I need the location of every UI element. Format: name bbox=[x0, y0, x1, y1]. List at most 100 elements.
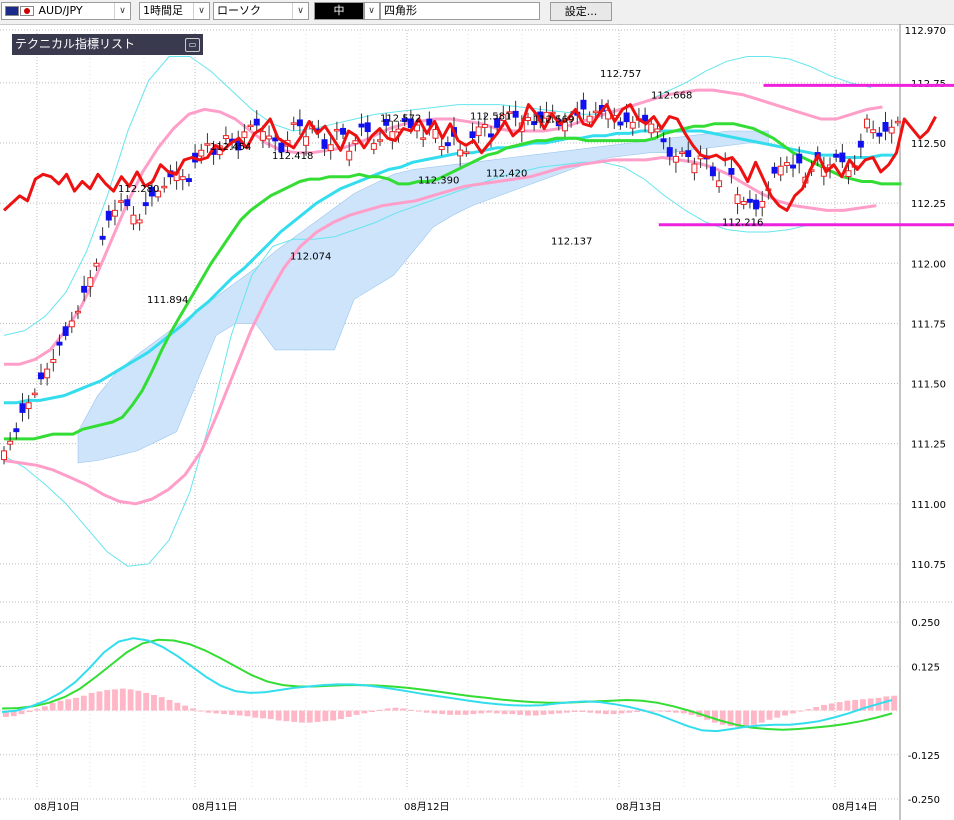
candle-up bbox=[247, 124, 254, 128]
candle-down bbox=[185, 178, 192, 183]
candle-up bbox=[870, 129, 877, 134]
macd-histogram-bar bbox=[431, 710, 438, 714]
price-annotation: 112.668 bbox=[651, 91, 692, 102]
macd-histogram-bar bbox=[330, 710, 337, 721]
macd-histogram-bar bbox=[610, 710, 617, 715]
macd-histogram-bar bbox=[228, 710, 235, 715]
macd-histogram-bar bbox=[189, 708, 196, 711]
candle-down bbox=[253, 118, 260, 126]
y-tick-label: 112.00 bbox=[911, 259, 946, 270]
symbol-select[interactable]: AUD/JPY ∨ bbox=[1, 2, 131, 20]
x-tick-label: 08月10日 bbox=[34, 801, 79, 813]
macd-histogram-bar bbox=[571, 710, 578, 712]
candle-down bbox=[364, 122, 371, 133]
chart-style-select[interactable]: ローソク ∨ bbox=[213, 2, 309, 20]
macd-histogram-bar bbox=[727, 710, 734, 727]
macd-histogram-bar bbox=[73, 697, 79, 711]
macd-histogram-bar bbox=[462, 710, 469, 715]
candle-up bbox=[198, 149, 205, 157]
macd-histogram-bar bbox=[127, 689, 134, 711]
candle-up bbox=[457, 149, 464, 157]
macd-histogram-bar bbox=[704, 710, 711, 720]
price-annotation: 111.894 bbox=[147, 295, 188, 306]
price-annotation: 112.216 bbox=[722, 217, 763, 228]
candle-up bbox=[759, 200, 766, 208]
macd-histogram-bar bbox=[376, 709, 383, 711]
price-annotation: 112.454 bbox=[210, 142, 251, 153]
drawing-shape-field[interactable]: 四角形 bbox=[380, 2, 540, 20]
macd-histogram-bar bbox=[602, 710, 609, 715]
macd-histogram-bar bbox=[852, 699, 859, 711]
price-annotation: 112.572 bbox=[380, 114, 421, 125]
price-annotation: 112.757 bbox=[600, 69, 641, 80]
macd-histogram-bar bbox=[213, 710, 220, 714]
macd-histogram-bar bbox=[322, 710, 329, 722]
chevron-down-icon: ∨ bbox=[292, 3, 308, 19]
macd-histogram-bar bbox=[135, 690, 142, 711]
candle-up bbox=[586, 115, 593, 123]
japan-flag-icon bbox=[20, 6, 34, 16]
candle-down bbox=[833, 153, 840, 158]
macd-histogram-bar bbox=[291, 710, 298, 722]
macd-histogram-bar bbox=[501, 710, 508, 715]
candle-down bbox=[746, 198, 753, 203]
candle-down bbox=[876, 132, 883, 137]
candle-down bbox=[142, 202, 149, 207]
macd-histogram-bar bbox=[493, 710, 500, 714]
candle-up bbox=[888, 126, 895, 134]
line-width-select[interactable]: 中 bbox=[314, 2, 364, 20]
macd-histogram-bar bbox=[151, 695, 157, 711]
technical-indicator-list-panel[interactable]: テクニカル指標リスト ▭ bbox=[12, 34, 203, 55]
candle-up bbox=[130, 214, 137, 225]
line-width-dropdown-button[interactable]: ∨ bbox=[364, 2, 380, 20]
macd-histogram-bar bbox=[174, 702, 181, 711]
price-annotation: 112.418 bbox=[272, 151, 313, 162]
candle-down bbox=[62, 326, 69, 336]
candle-up bbox=[543, 111, 550, 119]
macd-histogram-bar bbox=[509, 710, 516, 715]
candle-down bbox=[771, 166, 778, 174]
australia-flag-icon bbox=[5, 6, 19, 16]
candle-up bbox=[241, 131, 248, 139]
candle-down bbox=[709, 166, 716, 177]
macd-histogram-bar bbox=[10, 710, 17, 717]
candle-up bbox=[438, 146, 445, 150]
macd-line bbox=[1, 637, 893, 733]
candle-down bbox=[796, 153, 803, 164]
candle-up bbox=[31, 392, 38, 396]
macd-histogram-bar bbox=[649, 710, 656, 712]
candle-down bbox=[19, 403, 26, 413]
price-line bbox=[2, 103, 937, 212]
price-annotation: 112.074 bbox=[290, 251, 331, 262]
candle-down bbox=[383, 118, 390, 126]
macd-histogram-bar bbox=[867, 698, 874, 711]
macd-histogram-bar bbox=[821, 704, 827, 711]
timeframe-select[interactable]: 1時間足 ∨ bbox=[139, 2, 210, 20]
moving-average-green-line bbox=[4, 122, 902, 441]
price-annotation: 112.390 bbox=[418, 175, 459, 186]
candle-up bbox=[161, 185, 168, 189]
candle-down bbox=[56, 341, 63, 346]
macd-histogram-bar bbox=[41, 706, 48, 711]
macd-histogram-bar bbox=[626, 710, 633, 713]
macd-histogram-bar bbox=[49, 702, 56, 711]
minimize-icon[interactable]: ▭ bbox=[185, 38, 200, 52]
macd-histogram-bar bbox=[104, 690, 111, 711]
chart-canvas[interactable]: 112.970112.75112.50112.25112.00111.75111… bbox=[0, 24, 954, 820]
candle-down bbox=[882, 122, 889, 132]
macd-histogram-bar bbox=[182, 705, 189, 711]
candle-up bbox=[592, 110, 599, 114]
macd-histogram-bar bbox=[88, 692, 95, 711]
candle-up bbox=[136, 219, 143, 224]
macd-histogram-bar bbox=[384, 708, 391, 711]
macd-histogram-bar bbox=[556, 710, 563, 714]
candle-up bbox=[481, 124, 488, 128]
candle-down bbox=[617, 121, 624, 126]
macd-histogram-bar bbox=[392, 707, 399, 711]
candle-up bbox=[68, 320, 75, 328]
settings-button[interactable]: 設定... bbox=[550, 2, 612, 21]
macd-histogram-bar bbox=[18, 710, 25, 715]
macd-histogram-bar bbox=[26, 710, 33, 712]
candle-up bbox=[629, 121, 636, 129]
macd-histogram-bar bbox=[65, 699, 72, 711]
